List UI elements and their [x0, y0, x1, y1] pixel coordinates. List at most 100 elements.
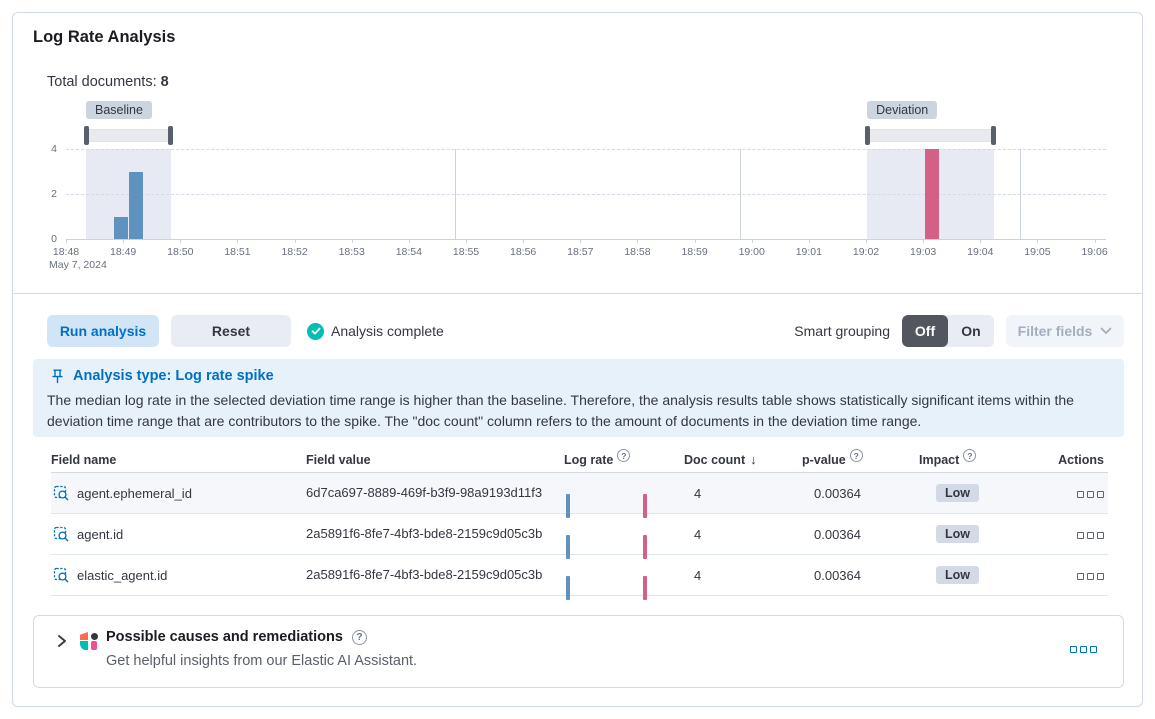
total-documents-value: 8: [160, 74, 169, 90]
p-value: 0.00364: [814, 567, 861, 583]
x-tick-18:57: [580, 239, 582, 243]
x-tick-18:50: [180, 239, 182, 243]
x-tick-19:04: [980, 239, 982, 243]
x-axis-label-18:53: 18:53: [338, 246, 365, 258]
divider: [13, 293, 1142, 294]
chevron-right-icon[interactable]: [56, 634, 68, 648]
deviation-brush-handle-left[interactable]: [865, 126, 871, 145]
x-tick-18:54: [408, 239, 410, 243]
baseline-documents-bar: [129, 171, 143, 239]
filter-field-icon[interactable]: [53, 567, 69, 583]
analysis-status: Analysis complete: [307, 322, 444, 340]
x-tick-19:05: [1037, 239, 1039, 243]
header-field-value: Field value: [306, 452, 371, 467]
x-axis-label-18:52: 18:52: [281, 246, 308, 258]
field-name: elastic_agent.id: [77, 567, 168, 583]
x-axis-label-19:00: 19:00: [738, 246, 765, 258]
row-actions-icon[interactable]: [1077, 531, 1104, 539]
filter-fields-label: Filter fields: [1017, 323, 1093, 339]
header-actions: Actions: [1058, 452, 1104, 467]
doc-count-value: 4: [694, 567, 702, 583]
header-field-name: Field name: [51, 452, 117, 467]
baseline-brush-handle-left[interactable]: [84, 126, 89, 145]
x-tick-18:55: [466, 239, 467, 243]
x-axis-label-18:55: 18:55: [452, 246, 480, 258]
field-name: agent.id: [77, 526, 124, 542]
row-actions-icon[interactable]: [1077, 490, 1104, 498]
check-icon: [307, 322, 324, 340]
callout-body: The median log rate in the selected devi…: [47, 392, 1074, 429]
x-tick-19:01: [808, 239, 810, 243]
x-tick-18:49: [123, 239, 125, 243]
table-row: elastic_agent.id 2a5891f6-8fe7-4bf3-bde8…: [51, 555, 1108, 600]
impact-badge: Low: [936, 484, 979, 502]
table-header-row: Field name Field value Log rate? Doc cou…: [51, 447, 1108, 473]
x-tick-19:00: [751, 239, 753, 243]
doc-count-value: 4: [694, 485, 702, 501]
run-analysis-button[interactable]: Run analysis: [47, 315, 159, 347]
x-axis-label-18:54: 18:54: [395, 246, 422, 258]
smart-grouping-on-button[interactable]: On: [948, 315, 994, 347]
analysis-type-callout: Analysis type: Log rate spike The median…: [33, 359, 1124, 437]
accordion-actions-icon[interactable]: [1070, 646, 1097, 653]
x-tick-18:59: [694, 239, 696, 243]
document-count-chart: Baseline Deviation 0 2 4 18:48 18:49 18:50 18:51…: [33, 101, 1124, 283]
p-value: 0.00364: [814, 485, 861, 501]
help-icon[interactable]: ?: [351, 629, 367, 645]
table-row: agent.id 2a5891f6-8fe7-4bf3-bde8-2159c9d…: [51, 514, 1108, 559]
x-axis-label-18:56: 18:56: [510, 246, 537, 258]
possible-causes-title: Possible causes and remediations: [106, 629, 343, 645]
x-tick-18:51: [237, 239, 239, 243]
baseline-brush-handle-right[interactable]: [168, 126, 174, 145]
callout-title-row: Analysis type: Log rate spike: [51, 368, 1110, 384]
filter-field-icon[interactable]: [53, 485, 69, 501]
filter-field-icon[interactable]: [53, 526, 69, 542]
x-axis-label-19:05: 19:05: [1024, 246, 1051, 258]
doc-count-value: 4: [694, 526, 702, 542]
x-axis-label-18:57: 18:57: [567, 246, 594, 258]
x-tick-18:58: [637, 239, 639, 243]
impact-info-icon[interactable]: ?: [963, 449, 977, 462]
impact-badge: Low: [936, 566, 979, 584]
p-value: 0.00364: [814, 526, 861, 542]
reset-button[interactable]: Reset: [171, 315, 291, 347]
y-gridline-4: [66, 149, 1106, 150]
total-documents: Total documents: 8: [47, 74, 169, 90]
log-rate-info-icon[interactable]: ?: [617, 449, 631, 462]
x-axis-date-label: May 7, 2024: [49, 259, 107, 271]
baseline-badge: Baseline: [86, 101, 152, 119]
filter-fields-button[interactable]: Filter fields: [1006, 315, 1124, 347]
smart-grouping-off-button[interactable]: Off: [902, 315, 948, 347]
x-tick-19:02: [866, 239, 867, 243]
smart-grouping-toggle: Off On: [902, 315, 994, 347]
x-tick-18:52: [294, 239, 296, 243]
deviation-brush-handle-right[interactable]: [991, 126, 996, 145]
pin-icon: [52, 369, 63, 383]
callout-title: Analysis type: Log rate spike: [73, 368, 274, 384]
baseline-documents-bar: [114, 216, 128, 239]
y-gridline-2: [66, 194, 1106, 195]
deviation-brush-bar[interactable]: [867, 129, 994, 142]
deviation-documents-bar: [924, 149, 939, 239]
row-actions-icon[interactable]: [1077, 572, 1104, 580]
toolbar: Run analysis Reset Analysis complete Sma…: [33, 315, 1124, 347]
impact-badge: Low: [936, 525, 979, 543]
x-tick-19:06: [1094, 239, 1096, 243]
x-axis-label-19:06: 19:06: [1081, 246, 1108, 258]
baseline-brush-bar[interactable]: [86, 129, 172, 142]
x-axis-label-18:58: 18:58: [624, 246, 651, 258]
page-title: Log Rate Analysis: [33, 28, 176, 46]
p-value-info-icon[interactable]: ?: [849, 449, 863, 462]
chevron-down-icon: [1100, 327, 1112, 334]
x-axis-label-19:02: 19:02: [852, 246, 880, 258]
sort-descending-icon: ↓: [750, 452, 757, 467]
x-axis-label-18:50: 18:50: [167, 246, 194, 258]
log-rate-analysis-panel: Log Rate Analysis Total documents: 8 Bas…: [12, 12, 1143, 707]
y-axis-label-4: 4: [51, 143, 57, 155]
header-doc-count[interactable]: Doc count ↓: [684, 452, 757, 467]
smart-grouping-label: Smart grouping: [794, 323, 890, 339]
y-axis-label-0: 0: [51, 233, 57, 245]
table-row: agent.ephemeral_id 6d7ca697-8889-469f-b3…: [51, 473, 1108, 518]
x-tick-19:03: [923, 239, 925, 243]
header-impact: Impact?: [919, 449, 1034, 467]
